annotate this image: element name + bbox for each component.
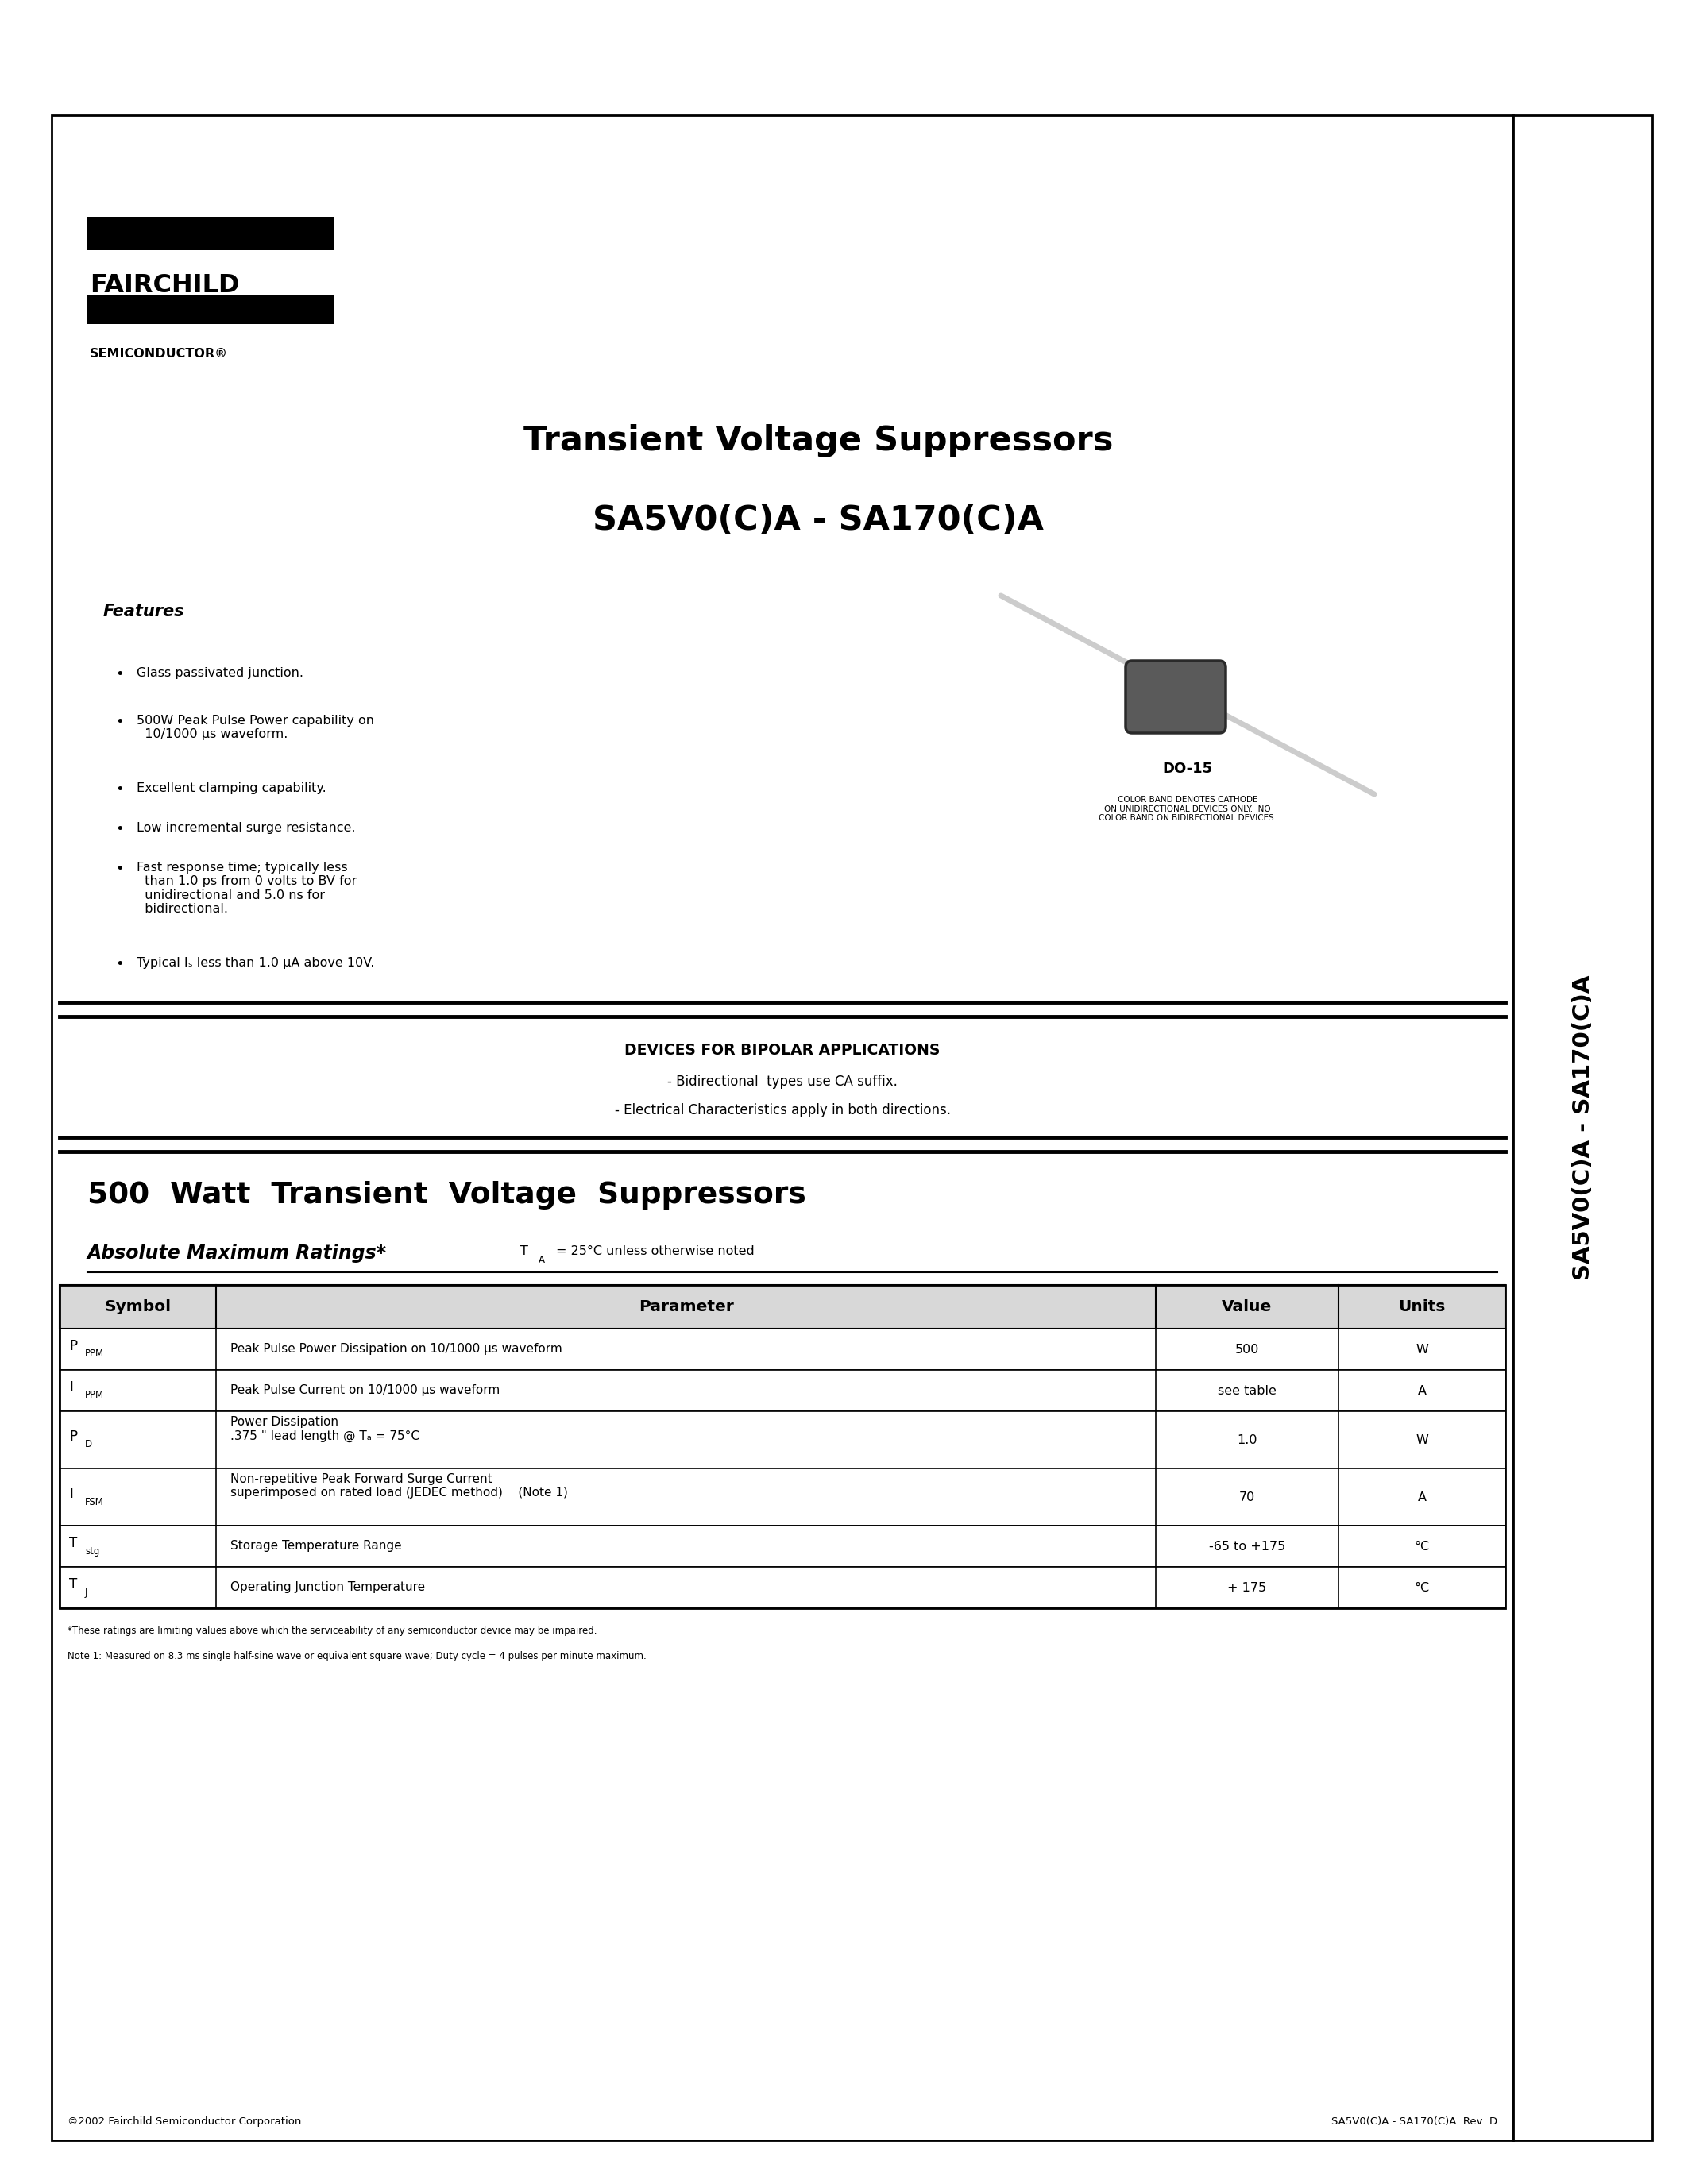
Text: Storage Temperature Range: Storage Temperature Range [230,1540,402,1553]
Text: Peak Pulse Current on 10/1000 μs waveform: Peak Pulse Current on 10/1000 μs wavefor… [230,1385,500,1396]
Bar [59,1468,1506,1527]
Bar [52,116,1512,2140]
Text: 500W Peak Pulse Power capability on
  10/1000 μs waveform.: 500W Peak Pulse Power capability on 10/1… [137,714,375,740]
Bar [59,1369,1506,1411]
Bar [59,1566,1506,1607]
Text: °C: °C [1415,1581,1430,1594]
Text: *These ratings are limiting values above which the serviceability of any semicon: *These ratings are limiting values above… [68,1625,598,1636]
Text: I: I [69,1380,73,1396]
Bar [59,1284,1506,1328]
Text: T: T [520,1245,528,1256]
Text: A: A [1418,1492,1426,1503]
Text: W: W [1416,1435,1428,1446]
Text: Operating Junction Temperature: Operating Junction Temperature [230,1581,425,1594]
Text: SA5V0(C)A - SA170(C)A: SA5V0(C)A - SA170(C)A [592,505,1043,537]
Bar [59,1284,1506,1607]
Text: - Electrical Characteristics apply in both directions.: - Electrical Characteristics apply in bo… [614,1103,950,1118]
Text: Power Dissipation
.375 " lead length @ Tₐ = 75°C: Power Dissipation .375 " lead length @ T… [230,1415,419,1441]
Text: 500: 500 [1236,1343,1259,1356]
Text: Units: Units [1398,1299,1445,1315]
Text: DEVICES FOR BIPOLAR APPLICATIONS: DEVICES FOR BIPOLAR APPLICATIONS [625,1042,940,1057]
Text: Value: Value [1222,1299,1273,1315]
Text: •: • [115,714,123,729]
Text: DO-15: DO-15 [1163,762,1212,775]
Bar [59,1527,1506,1566]
Text: Excellent clamping capability.: Excellent clamping capability. [137,782,326,795]
Text: Non-repetitive Peak Forward Surge Current
superimposed on rated load (JEDEC meth: Non-repetitive Peak Forward Surge Curren… [230,1474,567,1498]
Text: Symbol: Symbol [105,1299,170,1315]
Bar [88,295,334,323]
Text: •: • [115,957,123,972]
FancyBboxPatch shape [1126,662,1225,734]
Text: •: • [115,666,123,681]
Text: stg: stg [84,1546,100,1557]
Bar [88,216,334,251]
Text: Typical Iₛ less than 1.0 μA above 10V.: Typical Iₛ less than 1.0 μA above 10V. [137,957,375,970]
Text: Transient Voltage Suppressors: Transient Voltage Suppressors [523,424,1112,456]
Text: •: • [115,821,123,836]
Text: PPM: PPM [84,1350,105,1358]
Text: °C: °C [1415,1540,1430,1553]
Text: PPM: PPM [84,1391,105,1400]
Text: FAIRCHILD: FAIRCHILD [89,273,240,299]
Text: + 175: + 175 [1227,1581,1266,1594]
Text: 70: 70 [1239,1492,1256,1503]
Text: SEMICONDUCTOR®: SEMICONDUCTOR® [89,347,228,360]
Text: T: T [69,1577,78,1592]
Text: I: I [69,1487,73,1500]
Text: FSM: FSM [84,1496,105,1507]
Text: -65 to +175: -65 to +175 [1209,1540,1285,1553]
Text: Glass passivated junction.: Glass passivated junction. [137,666,304,679]
Text: Note 1: Measured on 8.3 ms single half-sine wave or equivalent square wave; Duty: Note 1: Measured on 8.3 ms single half-s… [68,1651,647,1662]
Text: = 25°C unless otherwise noted: = 25°C unless otherwise noted [555,1245,755,1256]
Text: W: W [1416,1343,1428,1356]
Text: see table: see table [1217,1385,1276,1396]
Text: COLOR BAND DENOTES CATHODE
ON UNIDIRECTIONAL DEVICES ONLY.  NO
COLOR BAND ON BID: COLOR BAND DENOTES CATHODE ON UNIDIRECTI… [1099,795,1276,821]
Text: P: P [69,1339,78,1354]
Text: ©2002 Fairchild Semiconductor Corporation: ©2002 Fairchild Semiconductor Corporatio… [68,2116,302,2127]
Text: •: • [115,863,123,876]
Text: P: P [69,1431,78,1444]
Text: SA5V0(C)A - SA170(C)A: SA5V0(C)A - SA170(C)A [1572,974,1593,1280]
Bar [1512,116,1653,2140]
Text: Parameter: Parameter [638,1299,734,1315]
Bar [59,1328,1506,1369]
Text: T: T [69,1535,78,1551]
Text: - Bidirectional  types use CA suffix.: - Bidirectional types use CA suffix. [667,1075,898,1090]
Text: •: • [115,782,123,797]
Text: D: D [84,1439,93,1450]
Text: Absolute Maximum Ratings*: Absolute Maximum Ratings* [88,1243,387,1262]
Text: 500  Watt  Transient  Voltage  Suppressors: 500 Watt Transient Voltage Suppressors [88,1182,807,1210]
Text: 1.0: 1.0 [1237,1435,1258,1446]
Text: Fast response time; typically less
  than 1.0 ps from 0 volts to BV for
  unidir: Fast response time; typically less than … [137,863,356,915]
Text: SA5V0(C)A - SA170(C)A  Rev  D: SA5V0(C)A - SA170(C)A Rev D [1332,2116,1497,2127]
Text: Low incremental surge resistance.: Low incremental surge resistance. [137,821,356,834]
Text: Peak Pulse Power Dissipation on 10/1000 μs waveform: Peak Pulse Power Dissipation on 10/1000 … [230,1343,562,1356]
Bar [59,1411,1506,1468]
Text: A: A [538,1254,545,1265]
Text: J: J [84,1588,88,1597]
Text: Features: Features [103,603,184,620]
Text: A: A [1418,1385,1426,1396]
